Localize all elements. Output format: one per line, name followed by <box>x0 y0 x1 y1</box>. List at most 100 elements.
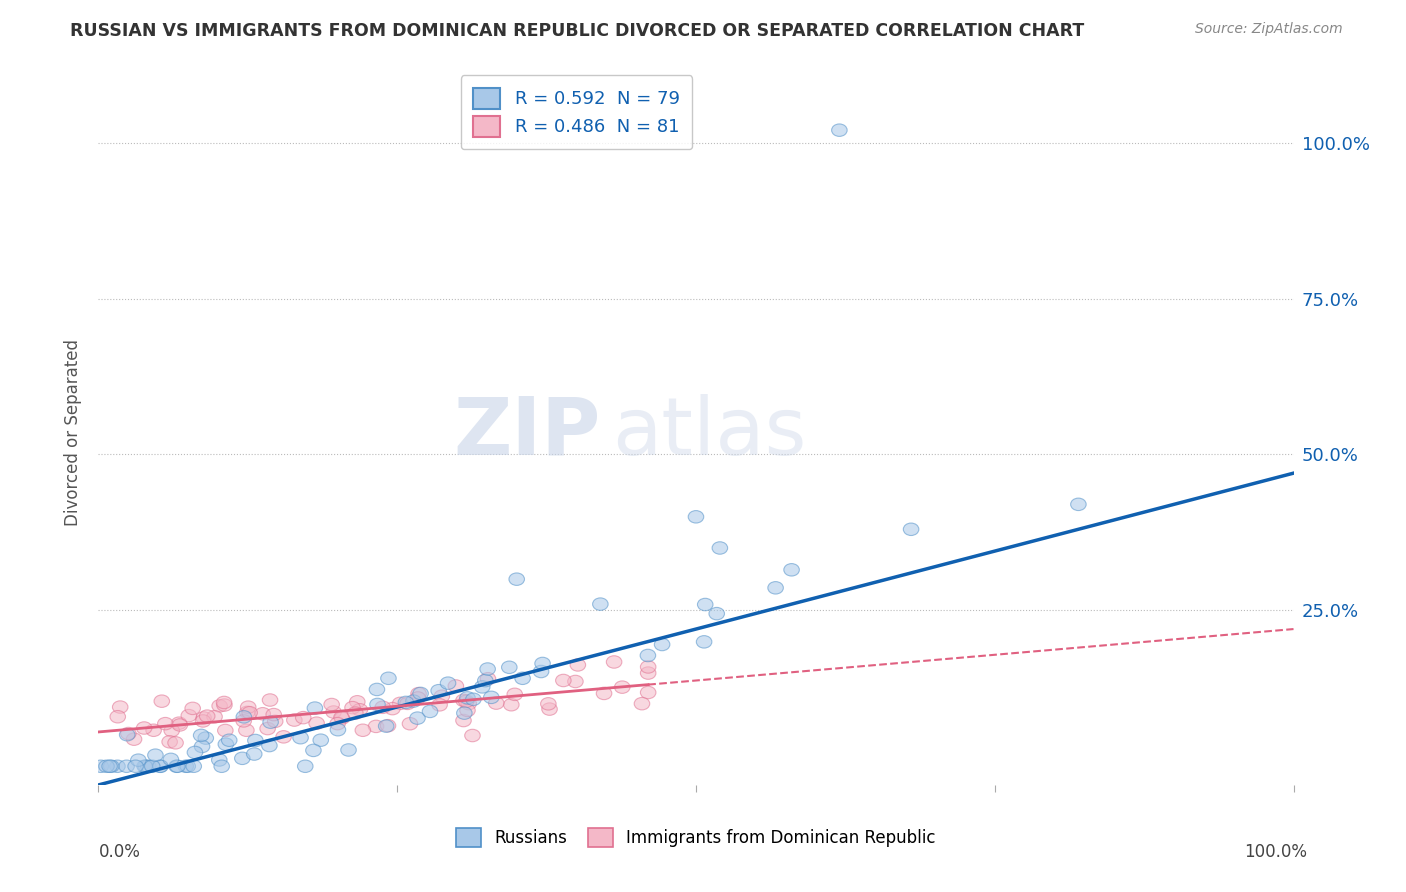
Ellipse shape <box>430 684 447 697</box>
Ellipse shape <box>222 734 238 747</box>
Ellipse shape <box>541 703 557 715</box>
Ellipse shape <box>136 760 152 772</box>
Ellipse shape <box>634 698 650 710</box>
Ellipse shape <box>350 696 366 708</box>
Ellipse shape <box>457 706 472 719</box>
Ellipse shape <box>411 688 426 700</box>
Ellipse shape <box>211 754 226 766</box>
Ellipse shape <box>474 681 491 693</box>
Y-axis label: Divorced or Separated: Divorced or Separated <box>65 339 83 526</box>
Ellipse shape <box>217 698 232 711</box>
Ellipse shape <box>465 730 481 742</box>
Ellipse shape <box>449 680 464 692</box>
Text: Source: ZipAtlas.com: Source: ZipAtlas.com <box>1195 22 1343 37</box>
Ellipse shape <box>263 694 278 706</box>
Ellipse shape <box>101 760 117 772</box>
Ellipse shape <box>157 717 173 730</box>
Ellipse shape <box>170 760 186 772</box>
Ellipse shape <box>399 698 415 710</box>
Ellipse shape <box>307 702 322 714</box>
Ellipse shape <box>333 711 349 723</box>
Ellipse shape <box>406 695 422 707</box>
Ellipse shape <box>614 681 630 693</box>
Ellipse shape <box>240 701 256 714</box>
Ellipse shape <box>180 760 195 772</box>
Ellipse shape <box>709 607 724 620</box>
Ellipse shape <box>503 698 519 711</box>
Ellipse shape <box>148 749 163 762</box>
Ellipse shape <box>167 737 183 749</box>
Ellipse shape <box>162 736 177 748</box>
Ellipse shape <box>478 674 494 687</box>
Ellipse shape <box>218 738 233 750</box>
Ellipse shape <box>165 724 180 737</box>
Ellipse shape <box>212 699 228 712</box>
Ellipse shape <box>136 722 152 734</box>
Ellipse shape <box>831 124 848 136</box>
Ellipse shape <box>120 760 135 772</box>
Ellipse shape <box>287 714 302 726</box>
Ellipse shape <box>378 720 394 732</box>
Ellipse shape <box>461 698 477 710</box>
Ellipse shape <box>592 598 609 610</box>
Ellipse shape <box>568 675 583 688</box>
Text: 100.0%: 100.0% <box>1244 843 1308 861</box>
Ellipse shape <box>330 723 346 736</box>
Ellipse shape <box>484 691 499 704</box>
Ellipse shape <box>186 702 201 714</box>
Ellipse shape <box>409 712 425 724</box>
Ellipse shape <box>110 760 125 772</box>
Ellipse shape <box>145 760 160 772</box>
Ellipse shape <box>172 717 187 730</box>
Ellipse shape <box>903 523 920 535</box>
Ellipse shape <box>515 672 530 684</box>
Ellipse shape <box>214 760 229 772</box>
Ellipse shape <box>385 702 401 714</box>
Ellipse shape <box>347 706 363 719</box>
Ellipse shape <box>352 704 367 716</box>
Ellipse shape <box>263 716 278 729</box>
Ellipse shape <box>640 649 655 662</box>
Ellipse shape <box>456 714 471 727</box>
Text: ZIP: ZIP <box>453 393 600 472</box>
Ellipse shape <box>246 747 262 760</box>
Ellipse shape <box>479 663 495 675</box>
Ellipse shape <box>194 729 209 741</box>
Ellipse shape <box>112 701 128 714</box>
Ellipse shape <box>335 712 350 724</box>
Ellipse shape <box>640 661 657 673</box>
Ellipse shape <box>217 697 232 709</box>
Ellipse shape <box>596 687 612 699</box>
Text: RUSSIAN VS IMMIGRANTS FROM DOMINICAN REPUBLIC DIVORCED OR SEPARATED CORRELATION : RUSSIAN VS IMMIGRANTS FROM DOMINICAN REP… <box>70 22 1084 40</box>
Ellipse shape <box>247 734 263 747</box>
Ellipse shape <box>534 657 550 670</box>
Ellipse shape <box>569 658 586 671</box>
Ellipse shape <box>181 709 197 722</box>
Ellipse shape <box>254 707 270 720</box>
Ellipse shape <box>381 672 396 684</box>
Ellipse shape <box>640 667 657 680</box>
Ellipse shape <box>260 723 276 735</box>
Ellipse shape <box>236 711 252 723</box>
Ellipse shape <box>152 760 169 772</box>
Ellipse shape <box>120 729 135 741</box>
Ellipse shape <box>239 706 254 719</box>
Ellipse shape <box>460 691 475 704</box>
Ellipse shape <box>121 727 136 739</box>
Ellipse shape <box>326 706 342 718</box>
Ellipse shape <box>696 636 711 648</box>
Ellipse shape <box>432 698 447 711</box>
Ellipse shape <box>98 760 114 772</box>
Ellipse shape <box>533 665 548 678</box>
Ellipse shape <box>370 698 385 711</box>
Ellipse shape <box>458 695 474 707</box>
Ellipse shape <box>460 704 475 716</box>
Ellipse shape <box>440 677 456 690</box>
Legend: Russians, Immigrants from Dominican Republic: Russians, Immigrants from Dominican Repu… <box>450 822 942 855</box>
Ellipse shape <box>368 720 384 732</box>
Ellipse shape <box>370 683 385 696</box>
Ellipse shape <box>179 760 194 772</box>
Ellipse shape <box>509 573 524 585</box>
Ellipse shape <box>292 731 308 744</box>
Ellipse shape <box>413 687 429 699</box>
